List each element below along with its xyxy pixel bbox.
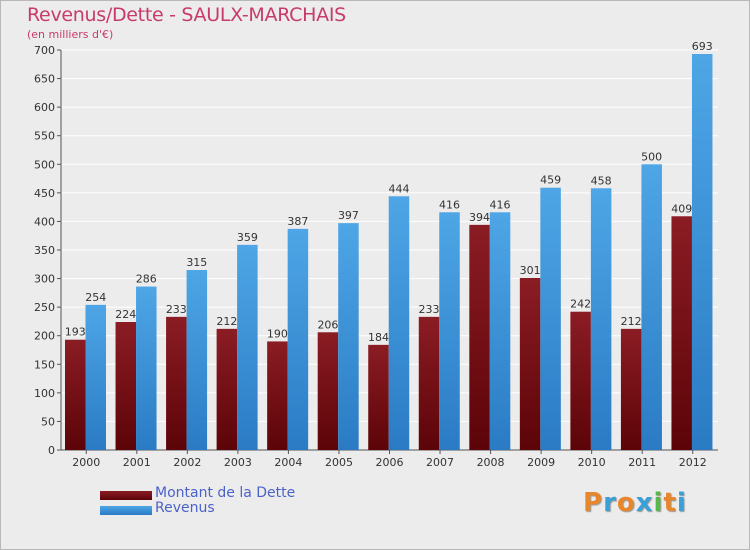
- logo-letter: x: [635, 488, 654, 518]
- bar-revenus: [691, 54, 713, 450]
- logo-letter: P: [583, 488, 604, 518]
- legend-swatch-dette: [100, 491, 152, 500]
- data-label-dette: 242: [570, 298, 591, 311]
- data-label-dette: 409: [671, 202, 692, 215]
- x-tick-label: 2005: [325, 456, 353, 469]
- y-tick-label: 300: [34, 273, 55, 286]
- x-tick-label: 2009: [527, 456, 555, 469]
- x-tick-label: 2001: [123, 456, 151, 469]
- data-label-revenus: 458: [591, 174, 612, 187]
- bar-dette: [519, 278, 541, 450]
- data-label-dette: 193: [65, 326, 86, 339]
- data-label-dette: 301: [520, 264, 541, 277]
- y-tick-label: 400: [34, 215, 55, 228]
- y-tick-label: 100: [34, 387, 55, 400]
- bar-revenus: [641, 164, 662, 451]
- bar-dette: [65, 339, 86, 450]
- legend-swatch-revenus: [100, 506, 152, 515]
- data-label-revenus: 359: [237, 231, 258, 244]
- bar-dette: [115, 322, 137, 450]
- data-label-dette: 233: [166, 303, 187, 316]
- x-tick-label: 2007: [426, 456, 454, 469]
- bar-revenus: [287, 228, 309, 450]
- y-tick-label: 50: [41, 415, 55, 428]
- data-label-revenus: 397: [338, 209, 359, 222]
- bar-revenus: [540, 187, 561, 450]
- bar-dette: [368, 344, 389, 450]
- data-label-revenus: 254: [85, 291, 106, 304]
- x-tick-label: 2012: [679, 456, 707, 469]
- bar-dette: [216, 328, 238, 450]
- bar-revenus: [136, 286, 157, 450]
- data-label-dette: 224: [115, 308, 136, 321]
- bar-dette: [418, 316, 440, 450]
- y-tick-label: 250: [34, 301, 55, 314]
- y-tick-label: 150: [34, 358, 55, 371]
- y-tick-label: 550: [34, 130, 55, 143]
- data-label-revenus: 500: [641, 150, 662, 163]
- x-tick-label: 2010: [578, 456, 606, 469]
- bar-dette: [570, 311, 591, 450]
- bar-revenus: [489, 212, 511, 450]
- data-label-revenus: 444: [388, 182, 409, 195]
- x-tick-label: 2003: [224, 456, 252, 469]
- logo-letter: t: [663, 488, 677, 518]
- data-label-dette: 394: [469, 211, 490, 224]
- bar-dette: [620, 328, 642, 450]
- data-label-revenus: 459: [540, 174, 561, 187]
- bar-revenus: [590, 188, 612, 451]
- logo-letter: o: [616, 488, 636, 518]
- bar-revenus: [186, 270, 208, 450]
- y-tick-label: 350: [34, 244, 55, 257]
- bar-revenus: [338, 223, 359, 450]
- bar-dette: [671, 216, 692, 450]
- data-label-dette: 184: [368, 331, 389, 344]
- y-tick-label: 650: [34, 73, 55, 86]
- bar-dette: [469, 224, 490, 450]
- x-tick-label: 2011: [628, 456, 656, 469]
- data-label-dette: 212: [216, 315, 237, 328]
- chart-title: Revenus/Dette - SAULX-MARCHAIS: [27, 4, 346, 26]
- bar-revenus: [388, 196, 410, 450]
- bar-revenus: [237, 244, 258, 450]
- data-label-revenus: 693: [692, 40, 713, 53]
- bar-dette: [166, 316, 187, 450]
- data-label-dette: 233: [419, 303, 440, 316]
- bar-dette: [267, 341, 288, 450]
- data-label-revenus: 315: [186, 256, 207, 269]
- bar-revenus: [85, 304, 106, 450]
- data-label-dette: 190: [267, 327, 288, 340]
- legend-label-dette: Montant de la Dette: [155, 485, 296, 501]
- y-tick-label: 450: [34, 187, 55, 200]
- data-label-dette: 206: [317, 318, 338, 331]
- data-label-dette: 212: [621, 315, 642, 328]
- logo-letter: i: [653, 488, 664, 518]
- y-tick-label: 600: [34, 101, 55, 114]
- x-tick-label: 2002: [173, 456, 201, 469]
- y-tick-label: 500: [34, 158, 55, 171]
- logo-letter: r: [603, 488, 617, 518]
- legend-label-revenus: Revenus: [155, 500, 215, 516]
- data-label-revenus: 416: [490, 198, 511, 211]
- y-tick-label: 0: [48, 444, 55, 457]
- logo-letter: i: [676, 488, 687, 518]
- data-label-revenus: 416: [439, 198, 460, 211]
- x-tick-label: 2006: [376, 456, 404, 469]
- y-tick-label: 700: [34, 44, 55, 57]
- y-tick-label: 200: [34, 330, 55, 343]
- data-label-revenus: 387: [287, 215, 308, 228]
- x-tick-label: 2004: [274, 456, 302, 469]
- x-tick-label: 2008: [477, 456, 505, 469]
- bar-dette: [317, 332, 339, 450]
- proxiti-logo: Proxiti: [583, 488, 687, 518]
- x-tick-label: 2000: [72, 456, 100, 469]
- chart-subtitle: (en milliers d'€): [27, 28, 114, 41]
- data-label-revenus: 286: [136, 273, 157, 286]
- bar-revenus: [439, 212, 460, 450]
